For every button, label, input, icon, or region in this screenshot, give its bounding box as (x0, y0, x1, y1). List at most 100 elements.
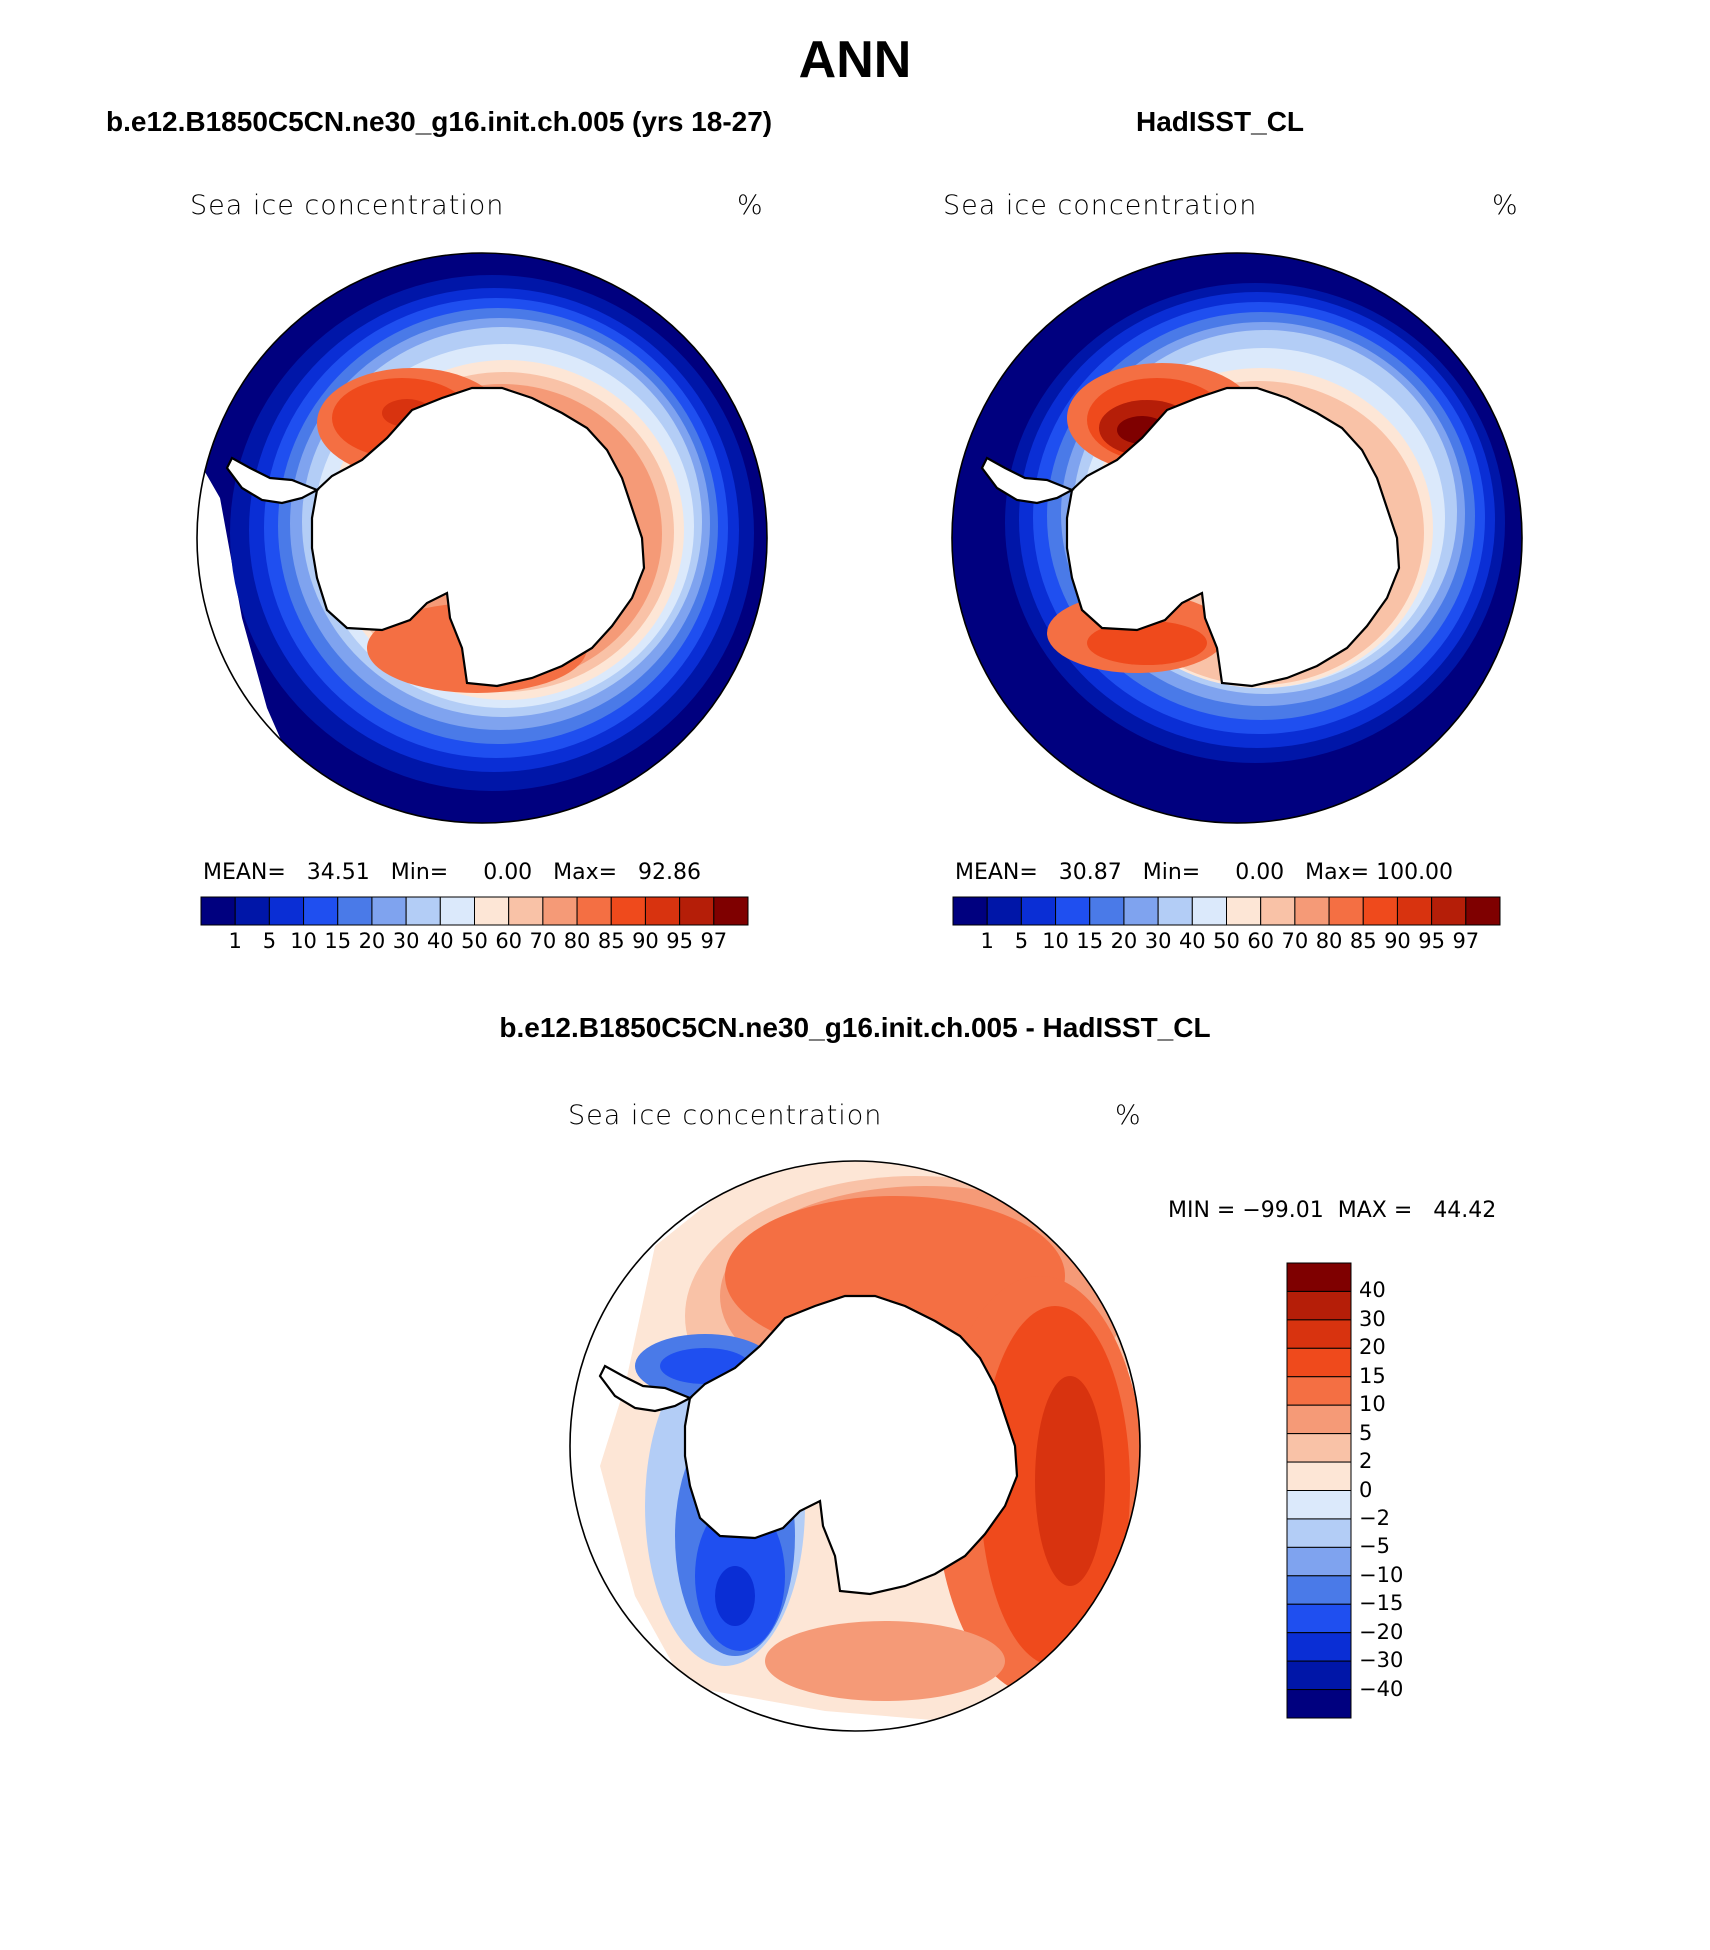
diff-colorbar-box (1286, 1290, 1352, 1321)
diff-colorbar-box (1286, 1319, 1352, 1349)
diff-colorbar-tick-label: 40 (1359, 1278, 1386, 1303)
obs-colorbar-tick-label: 10 (1042, 929, 1069, 953)
model-colorbar-box (679, 896, 715, 926)
diff-colorbar-box (1286, 1490, 1352, 1520)
obs-colorbar-box (952, 896, 988, 926)
model-colorbar-box (405, 896, 441, 926)
obs-colorbar-box (1089, 896, 1125, 926)
model-colorbar-tick-label: 97 (700, 929, 728, 953)
model-colorbar-tick-label: 70 (529, 929, 557, 953)
diff-colorbar-box (1286, 1376, 1352, 1406)
diff-colorbar-box (1286, 1262, 1352, 1292)
diff-colorbar-tick-label: −2 (1359, 1505, 1390, 1530)
obs-colorbar-box (1055, 896, 1091, 926)
model-colorbar-tick-label: 30 (392, 929, 420, 953)
diff-map (569, 1160, 1141, 1732)
model-colorbar (200, 896, 749, 926)
model-colorbar-tick-label: 50 (461, 929, 488, 953)
obs-colorbar-tick-label: 30 (1144, 929, 1172, 953)
obs-colorbar-box (1020, 896, 1057, 926)
model-colorbar-tick-label: 15 (324, 929, 352, 953)
model-case-title: b.e12.B1850C5CN.ne30_g16.init.ch.005 (yr… (106, 106, 773, 137)
model-colorbar-tick-label: 90 (632, 929, 659, 953)
obs-colorbar-box (1431, 896, 1467, 926)
diff-colorbar-box (1286, 1546, 1352, 1577)
diff-colorbar-tick-label: −40 (1359, 1676, 1404, 1701)
obs-stats: MEAN= 30.87 Min= 0.00 Max= 100.00 (955, 860, 1454, 885)
model-colorbar-box (371, 896, 407, 926)
obs-colorbar-tick-label: 85 (1349, 929, 1377, 953)
diff-colorbar-tick-label: −30 (1359, 1648, 1404, 1673)
diff-colorbar-box (1286, 1404, 1352, 1435)
model-colorbar-tick-label: 85 (597, 929, 625, 953)
model-colorbar-box (337, 896, 373, 926)
obs-colorbar-tick-label: 95 (1418, 929, 1445, 953)
model-colorbar-tick-label: 95 (666, 929, 693, 953)
obs-case-title: HadISST_CL (1136, 106, 1305, 137)
model-colorbar-box (200, 896, 236, 926)
obs-colorbar-tick-label: 1 (980, 929, 994, 953)
diff-colorbar-box (1286, 1347, 1352, 1378)
model-colorbar-tick-label: 5 (262, 929, 277, 953)
obs-colorbar-tick-label: 50 (1213, 929, 1240, 953)
obs-colorbar-box (1362, 896, 1398, 926)
diff-stats: MIN = −99.01 MAX = 44.42 (1168, 1198, 1497, 1223)
diff-colorbar-tick-label: 30 (1359, 1306, 1386, 1331)
obs-colorbar-box (1396, 896, 1433, 926)
obs-variable-label: Sea ice concentration (943, 190, 1258, 221)
obs-colorbar-tick-label: 60 (1247, 929, 1275, 953)
obs-colorbar-tick-label: 20 (1110, 929, 1138, 953)
model-colorbar-tick-label: 20 (358, 929, 386, 953)
obs-colorbar-tick-label: 90 (1384, 929, 1411, 953)
model-colorbar-box (576, 896, 612, 926)
model-colorbar-box (644, 896, 681, 926)
obs-units-label: % (1492, 190, 1519, 221)
obs-colorbar (952, 896, 1501, 926)
diff-colorbar-tick-label: 2 (1359, 1449, 1373, 1474)
model-colorbar-box (542, 896, 578, 926)
model-map (196, 252, 768, 824)
diff-colorbar-tick-label: −10 (1359, 1562, 1404, 1587)
diff-colorbar-tick-label: −5 (1359, 1534, 1390, 1559)
obs-colorbar-box (1260, 896, 1296, 926)
obs-colorbar-box (986, 896, 1022, 926)
diff-colorbar-tick-label: −15 (1359, 1591, 1404, 1616)
obs-colorbar-box (1157, 896, 1193, 926)
model-colorbar-tick-label: 10 (290, 929, 317, 953)
obs-colorbar-tick-label: 80 (1315, 929, 1343, 953)
obs-colorbar-tick-label: 40 (1178, 929, 1206, 953)
diff-colorbar-box (1286, 1660, 1352, 1691)
diff-case-title: b.e12.B1850C5CN.ne30_g16.init.ch.005 - H… (499, 1012, 1211, 1043)
model-units-label: % (737, 190, 764, 221)
diff-colorbar-box (1286, 1603, 1352, 1634)
obs-colorbar-box (1191, 896, 1227, 926)
figure-title: ANN (798, 31, 912, 89)
model-colorbar-box (439, 896, 475, 926)
obs-colorbar-tick-label: 5 (1014, 929, 1029, 953)
model-stats: MEAN= 34.51 Min= 0.00 Max= 92.86 (203, 860, 702, 885)
diff-colorbar-box (1286, 1433, 1352, 1463)
diff-colorbar-tick-label: 5 (1359, 1420, 1373, 1445)
diff-colorbar-box (1286, 1461, 1352, 1491)
obs-colorbar-box (1465, 896, 1501, 926)
obs-colorbar-tick-label: 97 (1452, 929, 1480, 953)
obs-colorbar-box (1226, 896, 1262, 926)
diff-colorbar-box (1286, 1632, 1352, 1662)
obs-colorbar-box (1294, 896, 1330, 926)
diff-colorbar-tick-label: 15 (1359, 1363, 1386, 1388)
diff-colorbar-box (1286, 1689, 1352, 1719)
model-colorbar-box (268, 896, 305, 926)
model-colorbar-box (234, 896, 270, 926)
obs-colorbar-tick-label: 70 (1281, 929, 1309, 953)
model-colorbar-tick-label: 80 (563, 929, 591, 953)
diff-units-label: % (1115, 1100, 1142, 1131)
diff-colorbar-tick-label: −20 (1359, 1619, 1404, 1644)
diff-colorbar (1286, 1262, 1352, 1719)
diff-colorbar-box (1286, 1518, 1352, 1548)
obs-map (951, 252, 1523, 824)
model-colorbar-box (474, 896, 510, 926)
obs-colorbar-box (1123, 896, 1159, 926)
model-colorbar-box (508, 896, 544, 926)
